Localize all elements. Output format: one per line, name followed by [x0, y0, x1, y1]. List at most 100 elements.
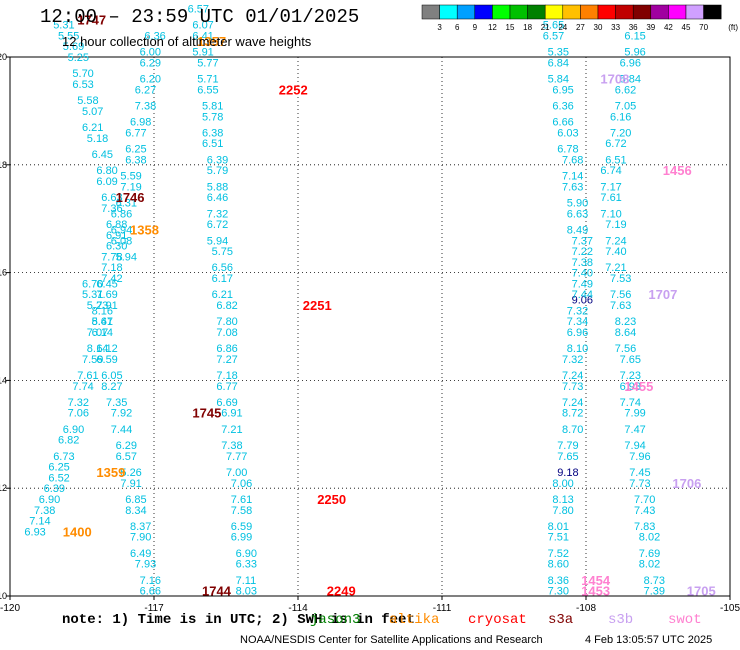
swh-value: 7.14	[29, 516, 50, 528]
swh-value: 6.57	[543, 30, 564, 42]
swh-value: 8.49	[567, 224, 588, 236]
swh-value: 7.70	[634, 494, 655, 506]
swh-value: 5.78	[202, 111, 223, 123]
swh-value: 5.75	[212, 246, 233, 258]
swh-value: 7.27	[216, 354, 237, 366]
swh-value: 6.46	[207, 192, 228, 204]
legend-swatch	[562, 4, 581, 20]
swh-value: 6.70	[82, 278, 103, 290]
swh-value: 7.23	[620, 370, 641, 382]
legend-bin-label: 9	[473, 23, 478, 32]
swh-value: 6.29	[116, 440, 137, 452]
swh-value: 7.43	[634, 505, 655, 517]
swh-value: 5.77	[197, 57, 218, 69]
swh-value: 8.23	[615, 316, 636, 328]
swh-value: 6.90	[236, 548, 257, 560]
pass-label-cryosat: 2249	[327, 584, 356, 599]
pass-label-s3b: 1706	[672, 476, 701, 491]
swh-value: 6.45	[92, 149, 113, 161]
swh-value: 6.93	[620, 381, 641, 393]
swh-value: 5.07	[82, 106, 103, 118]
swh-value: 7.40	[605, 246, 626, 258]
legend-swatch	[509, 4, 528, 20]
swh-value: 8.41	[92, 316, 113, 328]
swh-value: 6.25	[125, 144, 146, 156]
swh-value: 8.00	[552, 478, 573, 490]
swh-value: 5.94	[116, 251, 137, 263]
swh-value: 7.69	[96, 289, 117, 301]
swh-value: 7.63	[610, 300, 631, 312]
swh-value: 7.21	[221, 424, 242, 436]
swh-value: 7.44	[572, 289, 593, 301]
swh-value: 6.20	[140, 74, 161, 86]
swh-value: 7.83	[634, 521, 655, 533]
legend-bin-label: 12	[488, 23, 497, 32]
mission-cryosat: cryosat	[468, 612, 527, 628]
x-tick-label: -111	[433, 603, 452, 614]
swh-value: 6.66	[552, 117, 573, 129]
swh-value: 7.56	[610, 289, 631, 301]
swh-value: 5.84	[620, 74, 641, 86]
pass-label-s3b: 1705	[687, 584, 716, 599]
swh-value: 6.91	[106, 230, 127, 242]
legend-swatch	[527, 4, 546, 20]
swh-value: 7.44	[111, 424, 132, 436]
legend-bin-label: 36	[629, 23, 638, 32]
swh-value: 6.78	[557, 144, 578, 156]
swh-value: 8.36	[548, 575, 569, 587]
x-tick-label: -108	[576, 603, 596, 614]
swh-value: 7.11	[236, 575, 257, 587]
swh-value: 7.42	[101, 273, 122, 285]
swh-value: 7.91	[96, 300, 117, 312]
swh-value: 6.66	[140, 586, 161, 598]
swh-value: 7.36	[101, 203, 122, 215]
swh-value: 7.78	[101, 251, 122, 263]
swh-value: 7.99	[624, 408, 645, 420]
y-tick-label: -10	[0, 591, 7, 601]
swh-value: 6.77	[216, 381, 237, 393]
swh-value: 5.26	[120, 467, 141, 479]
swh-value: 6.90	[39, 494, 60, 506]
swh-value: 7.38	[135, 101, 156, 113]
swh-value: 6.05	[101, 370, 122, 382]
swh-value: 5.55	[58, 30, 79, 42]
swh-value: 7.56	[615, 343, 636, 355]
swh-value: 7.61	[600, 192, 621, 204]
grid	[10, 57, 730, 596]
plot-frame	[9, 56, 731, 597]
swh-value: 9.06	[572, 295, 593, 307]
swh-value: 7.68	[562, 154, 583, 166]
swh-value: 6.27	[135, 84, 156, 96]
swh-value: 6.86	[216, 343, 237, 355]
swh-value: 7.24	[562, 397, 583, 409]
swh-value: 7.21	[605, 262, 626, 274]
swh-value: 7.20	[610, 127, 631, 139]
swh-value: 6.72	[605, 138, 626, 150]
swh-value: 7.77	[226, 451, 247, 463]
pass-label-altika: 1400	[63, 524, 92, 539]
swh-value: 7.61	[231, 494, 252, 506]
swh-value: 7.32	[562, 354, 583, 366]
swh-value: 7.93	[135, 559, 156, 571]
swh-value: 6.36	[144, 30, 165, 42]
swh-value: 6.84	[548, 57, 569, 69]
swh-value: 6.96	[620, 57, 641, 69]
pass-label-cryosat: 2252	[279, 82, 308, 97]
swh-value: 8.13	[552, 494, 573, 506]
swh-value: 6.98	[130, 117, 151, 129]
swh-value: 6.51	[605, 154, 626, 166]
legend-bin-label: 6	[455, 23, 460, 32]
swh-value: 7.90	[130, 532, 151, 544]
swh-value: 7.05	[615, 101, 636, 113]
swh-value: 8.16	[92, 305, 113, 317]
swh-value: 6.59	[231, 521, 252, 533]
legend-bin-label: 39	[646, 23, 655, 32]
swh-value: 7.40	[572, 268, 593, 280]
swh-value: 7.80	[216, 316, 237, 328]
legend-bin-label: 70	[699, 23, 708, 32]
mission-s3b: s3b	[608, 612, 634, 628]
swh-value: 7.32	[207, 208, 228, 220]
x-tick-label: -114	[288, 603, 308, 614]
swh-track-3: 5.94 6.086.94 6.866.31 7.195.59 6.386.25 6.77…	[111, 30, 166, 263]
